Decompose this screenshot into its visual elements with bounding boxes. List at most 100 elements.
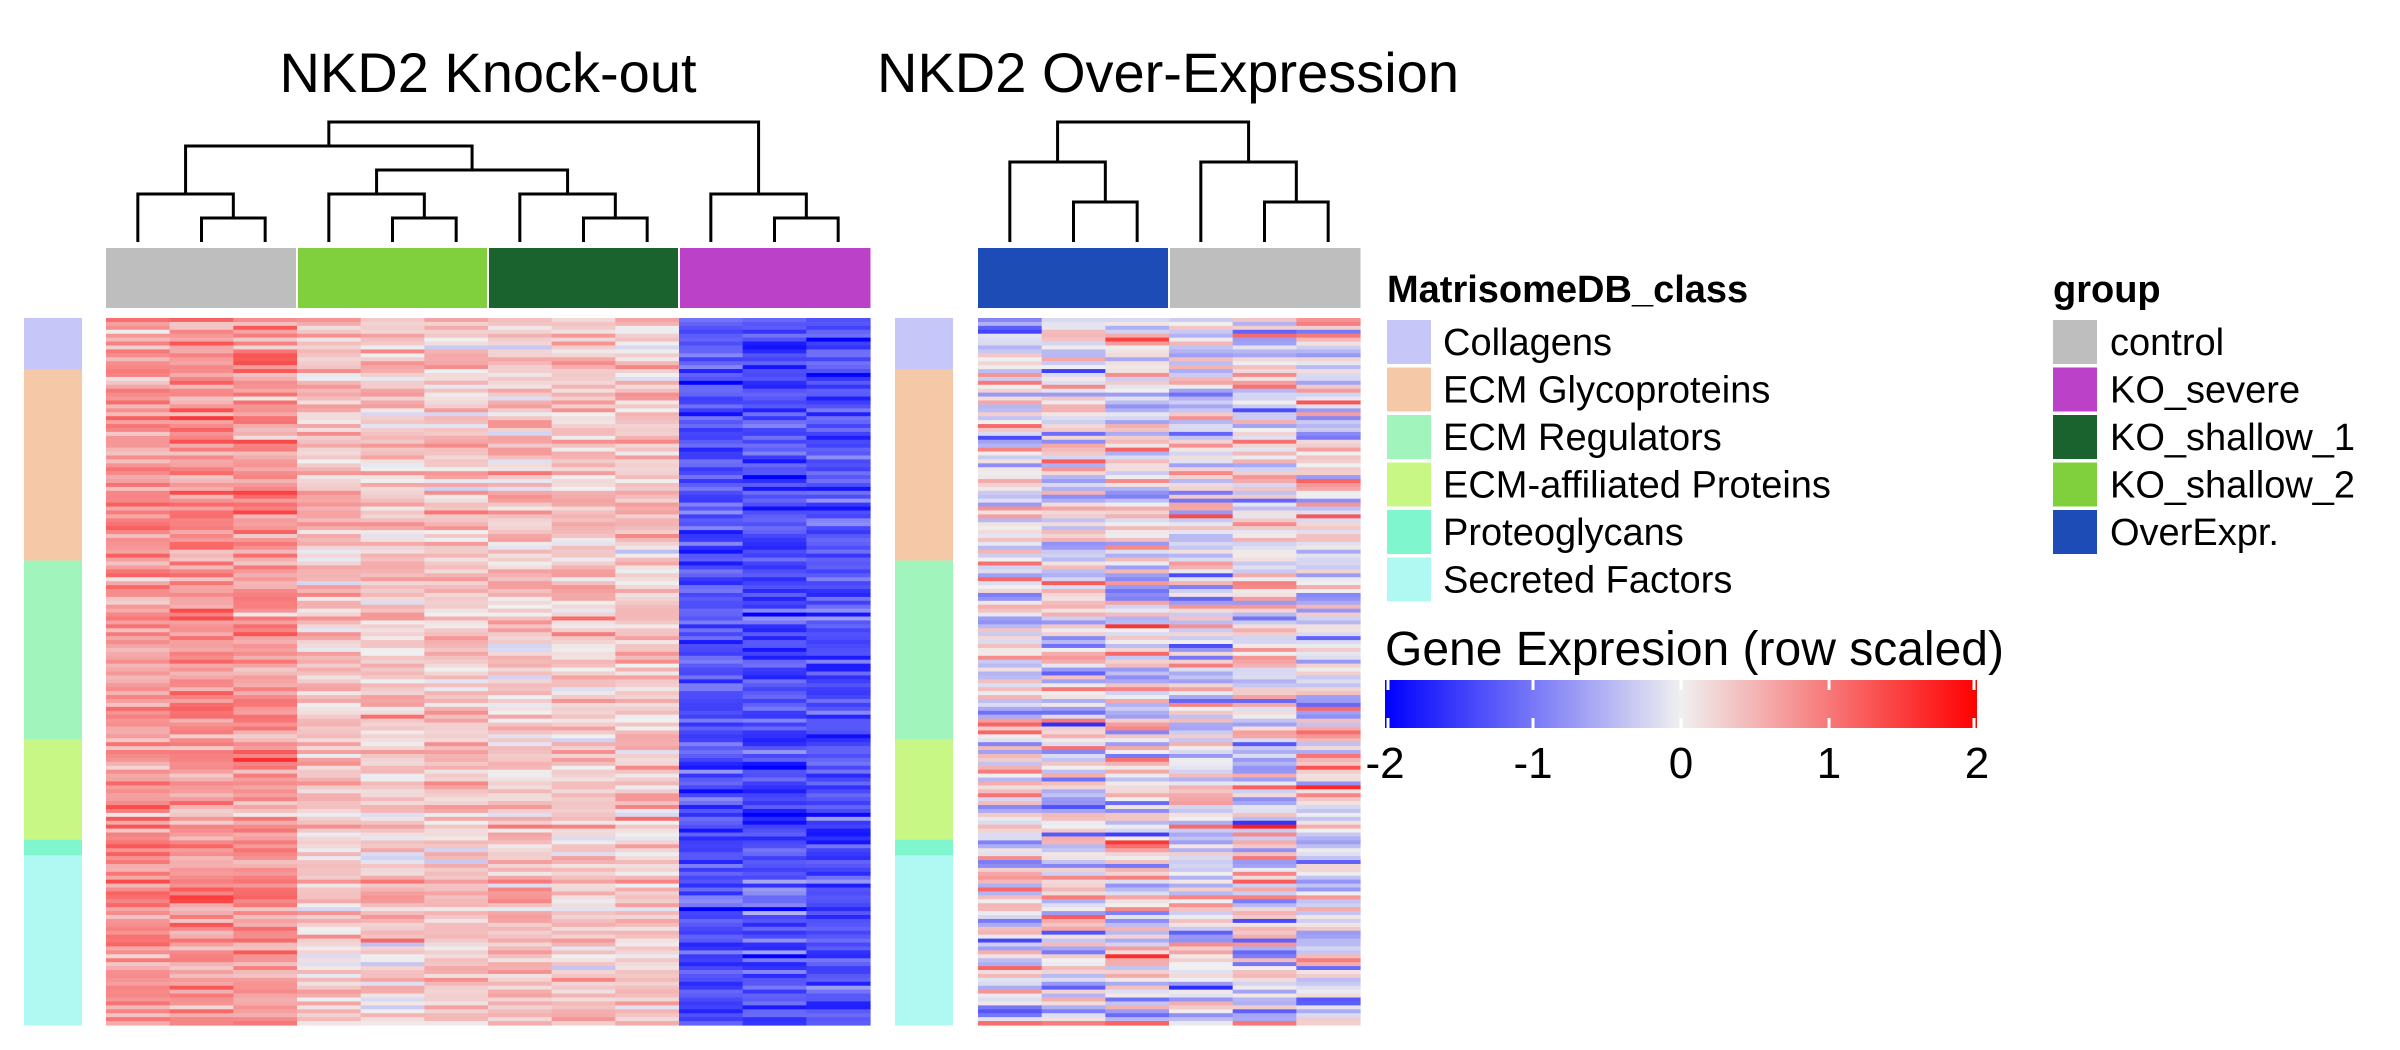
heatmap-cell — [742, 549, 807, 555]
heatmap-cell — [806, 691, 871, 696]
heatmap-cell — [106, 907, 171, 912]
heatmap-cell — [1169, 506, 1234, 512]
heatmap-cell — [233, 392, 298, 398]
heatmap-cell — [233, 679, 298, 684]
heatmap-cell — [1296, 891, 1361, 896]
heatmap-cell — [1041, 498, 1106, 504]
heatmap-cell — [424, 494, 489, 500]
heatmap-cell — [1169, 915, 1234, 920]
heatmap-cell — [1232, 494, 1297, 500]
heatmap-cell — [297, 565, 362, 570]
heatmap-cell — [424, 836, 489, 841]
heatmap-cell — [978, 824, 1043, 830]
heatmap-cell — [424, 698, 489, 704]
heatmap-cell — [106, 530, 171, 535]
heatmap-cell — [742, 698, 807, 704]
heatmap-cell — [742, 372, 807, 378]
heatmap-cell — [1041, 388, 1106, 394]
heatmap-cell — [360, 1021, 425, 1026]
heatmap-cell — [424, 856, 489, 861]
heatmap-cell — [742, 789, 807, 794]
heatmap-cell — [615, 632, 680, 637]
heatmap-cell — [360, 683, 425, 688]
heatmap-cell — [615, 400, 680, 406]
heatmap-cell — [1041, 797, 1106, 802]
heatmap-cell — [978, 899, 1043, 904]
heatmap-cell — [1296, 691, 1361, 696]
heatmap-cell — [679, 357, 744, 362]
heatmap-cell — [806, 832, 871, 838]
heatmap-cell — [1169, 977, 1234, 983]
heatmap-cell — [233, 946, 298, 951]
heatmap-cell — [169, 954, 234, 959]
heatmap-cell — [615, 647, 680, 653]
heatmap-cell — [742, 867, 807, 873]
heatmap-cell — [106, 867, 171, 873]
colorbar-tick-label: 2 — [1965, 739, 1989, 788]
heatmap-cell — [424, 565, 489, 570]
heatmap-cell — [488, 530, 553, 535]
heatmap-cell — [1232, 400, 1297, 406]
heatmap-cell — [1169, 620, 1234, 625]
heatmap-cell — [1105, 730, 1170, 735]
heatmap-cell — [1041, 620, 1106, 625]
heatmap-cell — [1169, 934, 1234, 940]
heatmap-cell — [806, 592, 871, 598]
heatmap-cell — [742, 636, 807, 641]
heatmap-cell — [488, 420, 553, 425]
heatmap-cell — [679, 486, 744, 492]
heatmap-cell — [806, 757, 871, 763]
heatmap-cell — [978, 871, 1043, 877]
heatmap-cell — [360, 875, 425, 881]
heatmap-cell — [679, 930, 744, 936]
heatmap-cell — [806, 812, 871, 818]
heatmap-cell — [488, 789, 553, 794]
heatmap-cell — [551, 596, 616, 602]
heatmap-cell — [233, 769, 298, 775]
heatmap-cell — [360, 541, 425, 547]
heatmap-cell — [169, 714, 234, 720]
heatmap-cell — [1232, 424, 1297, 429]
heatmap-cell — [978, 667, 1043, 673]
heatmap-cell — [806, 989, 871, 995]
heatmap-cell — [169, 844, 234, 849]
heatmap-cell — [297, 408, 362, 413]
heatmap-cell — [742, 569, 807, 574]
heatmap-cell — [488, 581, 553, 586]
heatmap-cell — [1041, 459, 1106, 464]
heatmap-cell — [297, 911, 362, 916]
heatmap-cell — [551, 1017, 616, 1022]
heatmap-cell — [1296, 793, 1361, 798]
heatmap-cell — [360, 357, 425, 362]
heatmap-cell — [106, 636, 171, 641]
heatmap-cell — [1296, 1005, 1361, 1010]
heatmap-cell — [1105, 852, 1170, 857]
colorbar-title: Gene Expresion (row scaled) — [1385, 623, 2004, 676]
heatmap-cell — [169, 922, 234, 928]
heatmap-cell — [978, 518, 1043, 523]
heatmap-cell — [424, 388, 489, 394]
heatmap-cell — [551, 801, 616, 806]
heatmap-cell — [978, 789, 1043, 794]
heatmap-cell — [233, 710, 298, 716]
heatmap-cell — [679, 698, 744, 704]
heatmap-cell — [806, 518, 871, 523]
heatmap-cell — [233, 514, 298, 519]
heatmap-cell — [1041, 439, 1106, 445]
heatmap-cell — [424, 899, 489, 904]
heatmap-cell — [551, 734, 616, 739]
heatmap-cell — [806, 985, 871, 991]
heatmap-cell — [1041, 1001, 1106, 1006]
heatmap-cell — [233, 718, 298, 724]
heatmap-cell — [978, 431, 1043, 437]
heatmap-cell — [488, 353, 553, 358]
heatmap-cell — [1169, 321, 1234, 327]
heatmap-cell — [360, 455, 425, 460]
heatmap-cell — [679, 824, 744, 830]
heatmap-cell — [360, 557, 425, 563]
heatmap-cell — [1041, 977, 1106, 983]
heatmap-cell — [297, 801, 362, 806]
heatmap-cell — [742, 541, 807, 547]
heatmap-cell — [488, 573, 553, 578]
heatmap-cell — [106, 510, 171, 515]
